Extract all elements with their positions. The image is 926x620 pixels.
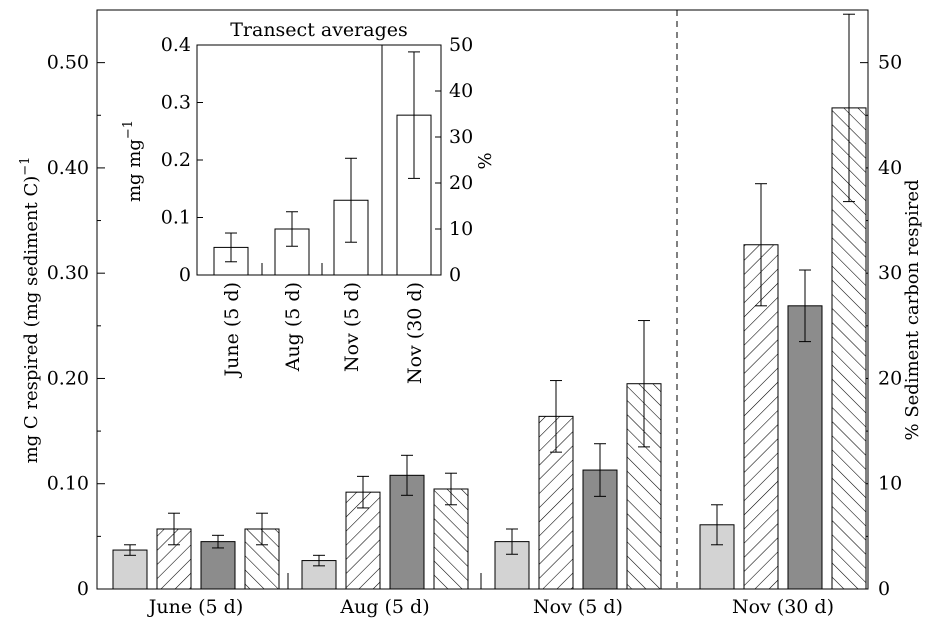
inset-y-tick-label: 0.4: [161, 34, 191, 56]
inset-title: Transect averages: [230, 19, 408, 41]
main-y-tick-label: 0.50: [47, 52, 89, 74]
main-x-tick-label: June (5 d): [147, 596, 244, 618]
main-y2-tick-label: 40: [878, 157, 902, 179]
inset-y-tick-label: 0.2: [161, 149, 191, 171]
inset-y2-tick-label: 30: [449, 126, 473, 148]
inset-x-tick-label: June (5 d): [221, 282, 243, 379]
inset-y-axis-title: mg mg−1: [121, 120, 145, 202]
main-y-tick-label: 0: [77, 578, 89, 600]
inset-y2-tick-label: 50: [449, 34, 473, 56]
inset-y2-tick-label: 0: [449, 264, 461, 286]
inset-x-tick-label: Nov (5 d): [341, 282, 363, 372]
inset-y2-tick-label: 40: [449, 80, 473, 102]
inset-y2-tick-label: 10: [449, 218, 473, 240]
main-y2-tick-label: 20: [878, 367, 902, 389]
main-y-tick-label: 0.30: [47, 262, 89, 284]
inset-x-tick-label: Nov (30 d): [404, 282, 426, 384]
main-y2-tick-label: 0: [878, 578, 890, 600]
main-y2-tick-label: 10: [878, 473, 902, 495]
inset-y-tick-label: 0.1: [161, 207, 191, 229]
inset-y-tick-label: 0.3: [161, 92, 191, 114]
inset-y2-tick-label: 20: [449, 172, 473, 194]
main-y-axis-title: mg C respired (mg sediment C)−1: [18, 157, 42, 464]
inset-y2-axis-title: %: [475, 152, 496, 169]
main-y-tick-label: 0.10: [47, 473, 89, 495]
main-bar: [433, 488, 469, 590]
inset-y-tick-label: 0: [179, 264, 191, 286]
inset-plot: 0 0.1 0.2 0.3 0.4 0 10 20 30 40 50 June (5 d) Aug (5…: [161, 34, 473, 384]
main-bar: [787, 305, 823, 590]
main-y2-axis-title: % Sediment carbon respired: [902, 180, 923, 441]
main-y-tick-label: 0.20: [47, 367, 89, 389]
main-x-tick-label: Nov (5 d): [533, 596, 623, 618]
inset-x-tick-label: Aug (5 d): [282, 282, 304, 372]
main-x-tick-label: Nov (30 d): [732, 596, 834, 618]
main-y-tick-label: 0.40: [47, 157, 89, 179]
main-y2-tick-label: 30: [878, 262, 902, 284]
main-plot-frame: [96, 9, 869, 590]
main-x-tick-label: Aug (5 d): [339, 596, 429, 618]
main-bar: [200, 541, 236, 590]
main-y2-tick-label: 50: [878, 52, 902, 74]
main-bar: [112, 549, 148, 590]
